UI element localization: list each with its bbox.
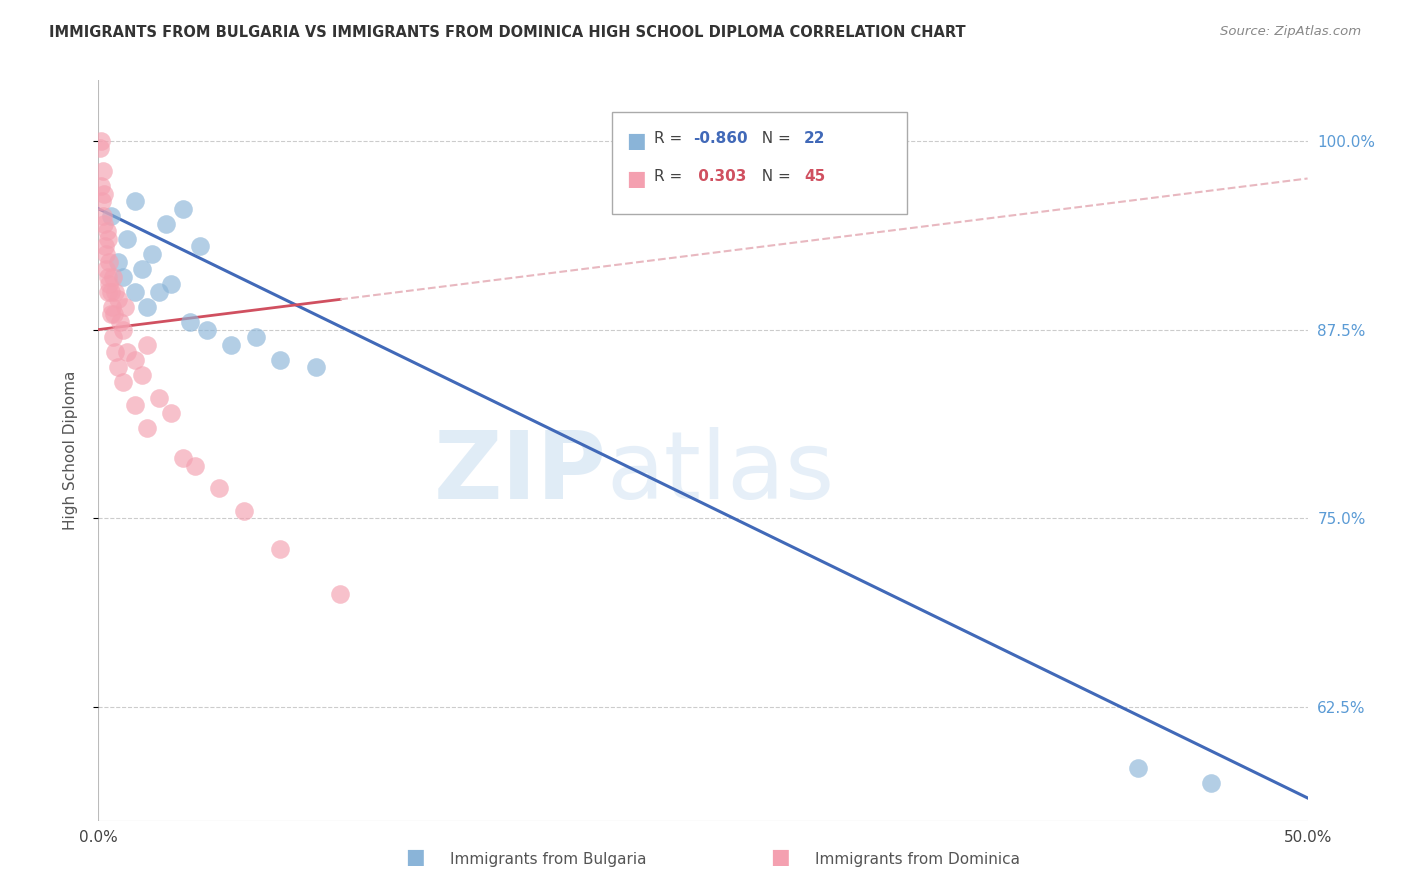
Point xyxy=(107,293,129,307)
Text: ZIP: ZIP xyxy=(433,426,606,518)
Point xyxy=(100,308,122,322)
Text: N =: N = xyxy=(752,131,796,146)
Point xyxy=(131,368,153,382)
Point xyxy=(135,421,157,435)
Point xyxy=(107,254,129,268)
Point xyxy=(329,587,352,601)
Point xyxy=(91,194,114,209)
Point xyxy=(90,179,112,194)
Point xyxy=(101,330,124,344)
Text: 0.303: 0.303 xyxy=(693,169,747,185)
Point xyxy=(131,262,153,277)
Text: 22: 22 xyxy=(804,131,825,146)
Text: R =: R = xyxy=(654,131,688,146)
Text: 45: 45 xyxy=(804,169,825,185)
Point xyxy=(90,134,112,148)
Point xyxy=(100,285,122,299)
Point xyxy=(98,254,121,268)
Point xyxy=(94,262,117,277)
Point xyxy=(208,481,231,495)
Point xyxy=(135,300,157,314)
Point xyxy=(188,239,211,253)
Text: -0.860: -0.860 xyxy=(693,131,748,146)
Point xyxy=(135,337,157,351)
Point xyxy=(124,352,146,367)
Point xyxy=(155,217,177,231)
Point xyxy=(101,269,124,284)
Point xyxy=(148,285,170,299)
Point xyxy=(124,194,146,209)
Point xyxy=(89,141,111,155)
Point xyxy=(160,406,183,420)
Point xyxy=(111,269,134,284)
Point xyxy=(114,300,136,314)
Point xyxy=(97,285,120,299)
Point xyxy=(305,360,328,375)
Point xyxy=(172,202,194,216)
Point xyxy=(1128,761,1150,775)
Text: Immigrants from Bulgaria: Immigrants from Bulgaria xyxy=(450,852,647,867)
Point xyxy=(91,164,114,178)
Point xyxy=(232,504,254,518)
Point xyxy=(141,247,163,261)
Point xyxy=(124,285,146,299)
Y-axis label: High School Diploma: High School Diploma xyxy=(63,371,77,530)
Point xyxy=(97,277,120,292)
Point xyxy=(117,232,139,246)
Point xyxy=(160,277,183,292)
Point xyxy=(1199,776,1222,790)
Text: ■: ■ xyxy=(770,847,790,867)
Point xyxy=(94,247,117,261)
Text: atlas: atlas xyxy=(606,426,835,518)
Point xyxy=(93,186,115,201)
Text: Immigrants from Dominica: Immigrants from Dominica xyxy=(815,852,1021,867)
Text: ■: ■ xyxy=(405,847,425,867)
Point xyxy=(96,224,118,238)
Point xyxy=(97,269,120,284)
Point xyxy=(94,239,117,253)
Point xyxy=(104,285,127,299)
Point xyxy=(269,352,291,367)
Point xyxy=(221,337,243,351)
Point xyxy=(93,217,115,231)
Text: IMMIGRANTS FROM BULGARIA VS IMMIGRANTS FROM DOMINICA HIGH SCHOOL DIPLOMA CORRELA: IMMIGRANTS FROM BULGARIA VS IMMIGRANTS F… xyxy=(49,25,966,40)
Point xyxy=(103,308,125,322)
Point xyxy=(107,360,129,375)
Text: Source: ZipAtlas.com: Source: ZipAtlas.com xyxy=(1220,25,1361,38)
Text: ■: ■ xyxy=(626,169,645,189)
Point xyxy=(104,345,127,359)
Point xyxy=(245,330,267,344)
Point xyxy=(184,458,207,473)
Point xyxy=(172,450,194,465)
Point xyxy=(124,398,146,412)
Point xyxy=(111,376,134,390)
Point xyxy=(117,345,139,359)
Point xyxy=(269,541,291,556)
Point xyxy=(100,209,122,223)
Point xyxy=(108,315,131,329)
Point xyxy=(148,391,170,405)
Point xyxy=(195,322,218,336)
Point xyxy=(111,322,134,336)
Point xyxy=(97,232,120,246)
Point xyxy=(100,300,122,314)
Text: ■: ■ xyxy=(626,131,645,151)
Point xyxy=(179,315,201,329)
Point xyxy=(91,209,114,223)
Text: R =: R = xyxy=(654,169,688,185)
Text: N =: N = xyxy=(752,169,796,185)
